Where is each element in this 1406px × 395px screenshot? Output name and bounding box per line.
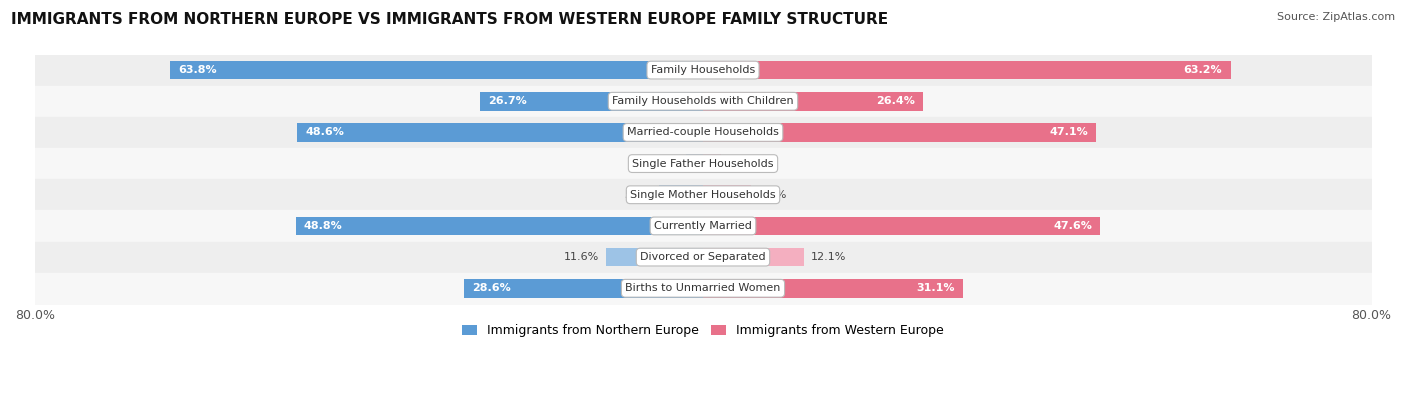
Text: 48.8%: 48.8% <box>304 221 343 231</box>
Text: 11.6%: 11.6% <box>564 252 599 262</box>
Bar <box>479 92 703 111</box>
Text: 47.1%: 47.1% <box>1049 128 1088 137</box>
Bar <box>297 123 703 142</box>
Text: 5.8%: 5.8% <box>758 190 786 200</box>
Bar <box>703 248 804 267</box>
Bar <box>606 248 703 267</box>
Text: 47.6%: 47.6% <box>1053 221 1092 231</box>
Bar <box>703 279 963 297</box>
Bar <box>703 216 1101 235</box>
Text: Family Households with Children: Family Households with Children <box>612 96 794 106</box>
Text: Family Households: Family Households <box>651 65 755 75</box>
Text: 63.2%: 63.2% <box>1184 65 1222 75</box>
Text: 48.6%: 48.6% <box>305 128 344 137</box>
Text: Source: ZipAtlas.com: Source: ZipAtlas.com <box>1277 12 1395 22</box>
Bar <box>686 154 703 173</box>
Text: 26.7%: 26.7% <box>488 96 527 106</box>
Text: 28.6%: 28.6% <box>472 283 512 293</box>
Text: Births to Unmarried Women: Births to Unmarried Women <box>626 283 780 293</box>
Text: Divorced or Separated: Divorced or Separated <box>640 252 766 262</box>
Text: Married-couple Households: Married-couple Households <box>627 128 779 137</box>
Bar <box>659 185 703 204</box>
Text: 12.1%: 12.1% <box>811 252 846 262</box>
Text: 26.4%: 26.4% <box>876 96 915 106</box>
Bar <box>464 279 703 297</box>
Legend: Immigrants from Northern Europe, Immigrants from Western Europe: Immigrants from Northern Europe, Immigra… <box>457 320 949 342</box>
Bar <box>703 61 1230 79</box>
Text: Single Father Households: Single Father Households <box>633 158 773 169</box>
Bar <box>703 123 1097 142</box>
Text: 63.8%: 63.8% <box>179 65 218 75</box>
Text: 31.1%: 31.1% <box>915 283 955 293</box>
Text: Single Mother Households: Single Mother Households <box>630 190 776 200</box>
Text: 5.3%: 5.3% <box>624 190 652 200</box>
Bar <box>703 185 751 204</box>
Text: Currently Married: Currently Married <box>654 221 752 231</box>
Text: 2.0%: 2.0% <box>651 158 679 169</box>
Bar <box>703 154 720 173</box>
Text: 2.1%: 2.1% <box>727 158 755 169</box>
Bar <box>295 216 703 235</box>
Bar <box>703 92 924 111</box>
Bar <box>170 61 703 79</box>
Text: IMMIGRANTS FROM NORTHERN EUROPE VS IMMIGRANTS FROM WESTERN EUROPE FAMILY STRUCTU: IMMIGRANTS FROM NORTHERN EUROPE VS IMMIG… <box>11 12 889 27</box>
